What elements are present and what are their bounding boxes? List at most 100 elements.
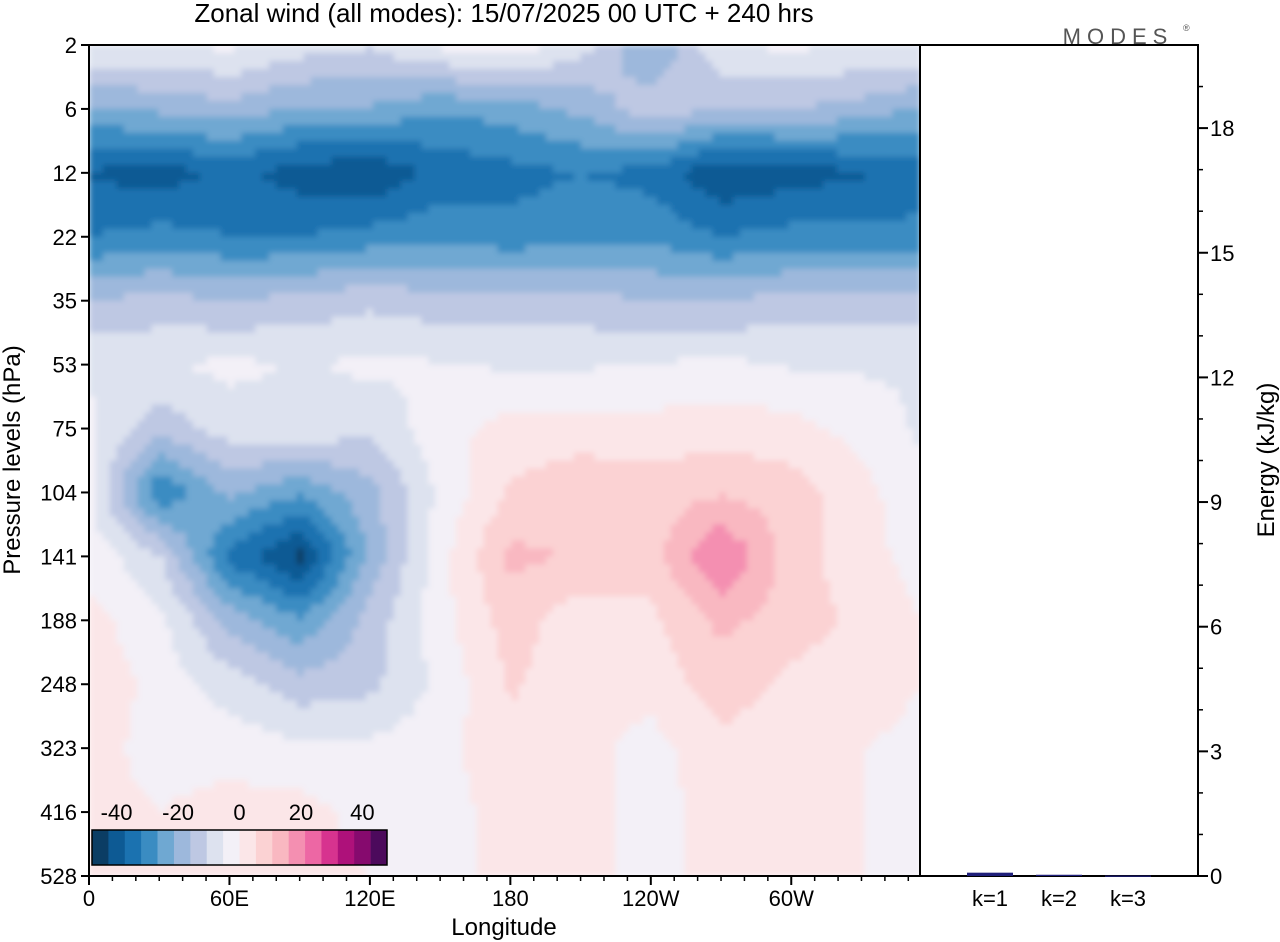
heatmap-cell <box>594 196 603 206</box>
heatmap-cell <box>802 84 810 94</box>
heatmap-cell <box>719 220 727 230</box>
heatmap-cell <box>241 180 249 190</box>
heatmap-cell <box>504 252 513 262</box>
heatmap-cell <box>788 276 796 286</box>
heatmap-cell <box>95 244 104 254</box>
heatmap-cell <box>906 348 914 358</box>
heatmap-cell <box>331 108 339 118</box>
heatmap-cell <box>677 180 686 190</box>
heatmap-cell <box>296 260 305 270</box>
heatmap-cell <box>899 332 907 342</box>
heatmap-cell <box>199 316 208 326</box>
heatmap-cell <box>435 300 443 310</box>
heatmap-cell <box>525 172 533 182</box>
heatmap-cell <box>421 60 429 70</box>
heatmap-cell <box>303 180 312 190</box>
heatmap-cell <box>705 180 713 190</box>
heatmap-cell <box>456 244 464 254</box>
heatmap-cell <box>753 52 762 62</box>
heatmap-cell <box>836 92 845 102</box>
heatmap-cell <box>580 364 589 374</box>
heatmap-cell <box>608 364 616 374</box>
heatmap-cell <box>643 156 651 166</box>
heatmap-cell <box>352 292 360 302</box>
heatmap-cell <box>400 100 409 110</box>
heatmap-cell <box>781 116 790 126</box>
heatmap-cell <box>262 68 270 78</box>
heatmap-cell <box>137 348 145 358</box>
heatmap-cell <box>199 164 208 174</box>
heatmap-cell <box>469 300 478 310</box>
heatmap-cell <box>802 284 810 294</box>
heatmap-cell <box>165 236 173 246</box>
heatmap-cell <box>913 52 920 62</box>
heatmap-cell <box>130 276 139 286</box>
heatmap-cell <box>192 84 201 94</box>
heatmap-cell <box>165 164 173 174</box>
heatmap-cell <box>89 212 97 222</box>
heatmap-cell <box>504 244 513 254</box>
heatmap-cell <box>809 228 817 238</box>
heatmap-cell <box>116 292 125 302</box>
heatmap-cell <box>379 300 388 310</box>
heatmap-cell <box>345 92 353 102</box>
heatmap-cell <box>746 348 755 358</box>
heatmap-cell <box>899 300 907 310</box>
heatmap-cell <box>836 84 845 94</box>
heatmap-cell <box>379 196 388 206</box>
heatmap-cell <box>774 244 783 254</box>
heatmap-cell <box>823 236 831 246</box>
heatmap-cell <box>352 324 360 334</box>
heatmap-cell <box>144 196 152 206</box>
heatmap-cell <box>878 244 886 254</box>
heatmap-cell <box>206 300 215 310</box>
heatmap-cell <box>227 84 236 94</box>
heatmap-cell <box>587 92 596 102</box>
heatmap-cell <box>712 172 720 182</box>
heatmap-cell <box>165 124 173 134</box>
heatmap-cell <box>234 364 242 374</box>
heatmap-cell <box>698 164 706 174</box>
heatmap-cell <box>289 140 298 150</box>
heatmap-cell <box>213 356 222 366</box>
heatmap-cell <box>809 260 817 270</box>
heatmap-cell <box>739 228 748 238</box>
heatmap-cell <box>594 212 603 222</box>
heatmap-cell <box>864 132 873 142</box>
heatmap-cell <box>705 45 713 54</box>
heatmap-cell <box>130 156 139 166</box>
heatmap-cell <box>774 164 783 174</box>
heatmap-cell <box>469 228 478 238</box>
heatmap-cell <box>490 316 499 326</box>
heatmap-cell <box>483 132 492 142</box>
heatmap-cell <box>185 356 194 366</box>
heatmap-cell <box>359 156 367 166</box>
heatmap-cell <box>310 124 319 134</box>
heatmap-cell <box>456 156 464 166</box>
heatmap-cell <box>428 348 436 358</box>
heatmap-cell <box>746 204 755 214</box>
heatmap-cell <box>739 156 748 166</box>
heatmap-cell <box>282 252 291 262</box>
heatmap-cell <box>456 68 464 78</box>
heatmap-cell <box>698 132 706 142</box>
heatmap-cell <box>663 308 672 318</box>
heatmap-cell <box>705 124 713 134</box>
heatmap-cell <box>781 268 790 278</box>
heatmap-cell <box>456 364 464 374</box>
heatmap-cell <box>608 340 616 350</box>
heatmap-cell <box>566 332 575 342</box>
heatmap-cell <box>435 84 443 94</box>
heatmap-cell <box>587 140 596 150</box>
heatmap-cell <box>539 108 547 118</box>
heatmap-cell <box>331 284 339 294</box>
heatmap-cell <box>670 260 679 270</box>
heatmap-cell <box>213 76 222 86</box>
heatmap-cell <box>462 260 471 270</box>
heatmap-cell <box>116 212 125 222</box>
heatmap-cell <box>753 276 762 286</box>
heatmap-cell <box>594 92 603 102</box>
heatmap-cell <box>885 140 893 150</box>
heatmap-cell <box>643 284 651 294</box>
heatmap-cell <box>130 204 139 214</box>
